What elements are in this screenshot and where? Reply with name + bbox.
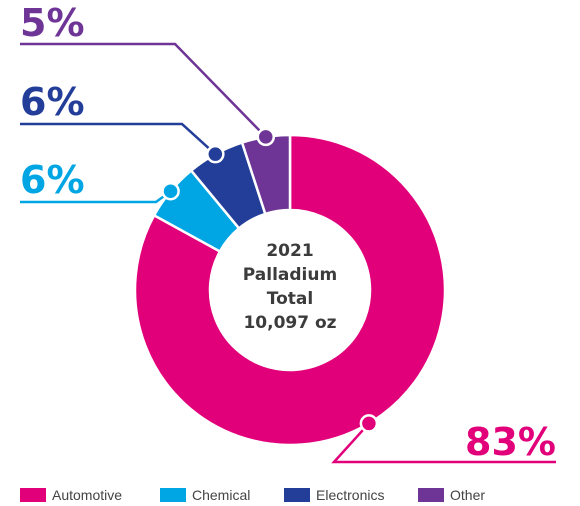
slice-automotive — [133, 133, 447, 447]
center-line-year: 2021 — [266, 241, 313, 261]
leader-line-other — [20, 42, 267, 138]
legend-swatch-automotive — [20, 488, 46, 502]
data-label-electronics: 6% — [20, 80, 85, 124]
data-label-other: 5% — [20, 1, 85, 45]
leader-dot-automotive — [359, 414, 379, 433]
legend-label-automotive: Automotive — [52, 487, 123, 503]
legend-item-electronics: Electronics — [284, 486, 384, 504]
data-label-automotive: 83% — [465, 420, 556, 464]
legend-swatch-electronics — [284, 488, 310, 502]
legend-swatch-chemical — [160, 488, 186, 502]
legend-item-other: Other — [418, 486, 485, 504]
legend-label-other: Other — [450, 487, 486, 503]
legend-swatch-other — [418, 488, 444, 502]
legend-label-electronics: Electronics — [316, 487, 385, 503]
legend-label-chemical: Chemical — [192, 487, 251, 503]
leader-line-electronics — [20, 122, 217, 156]
leader-lines — [20, 42, 556, 464]
center-line-amount: 10,097 oz — [243, 313, 336, 333]
data-label-chemical: 6% — [20, 158, 85, 202]
leader-line-automotive — [331, 422, 556, 464]
leader-dot-electronics — [206, 144, 225, 164]
legend: Automotive Chemical Electronics Other — [20, 486, 580, 506]
leader-dot-other — [256, 127, 276, 147]
leader-dot-chemical — [161, 181, 180, 201]
legend-item-automotive: Automotive — [20, 486, 122, 504]
legend-item-chemical: Chemical — [160, 486, 250, 504]
center-line-total: Total — [267, 289, 313, 309]
center-label: 2021 Palladium Total 10,097 oz — [243, 241, 337, 333]
center-line-metal: Palladium — [243, 265, 337, 285]
slice-other — [240, 133, 292, 216]
